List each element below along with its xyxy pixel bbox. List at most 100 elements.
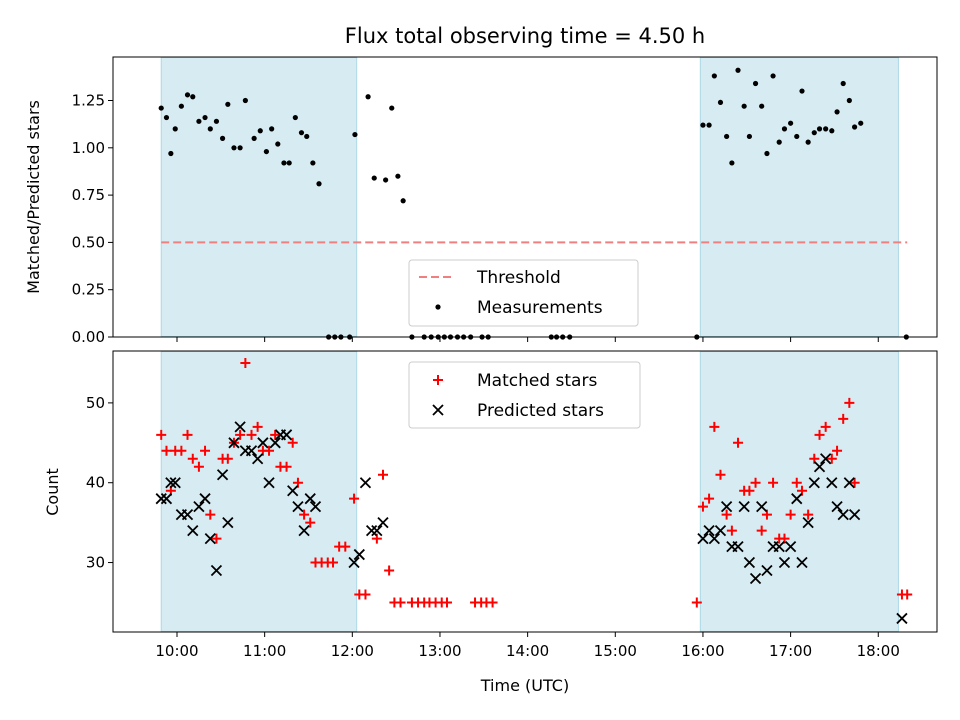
predicted-star-point [432, 404, 444, 416]
measurement-point [263, 148, 270, 155]
x-tick-label: 16:00 [681, 642, 724, 660]
x-tick-label: 14:00 [506, 642, 549, 660]
top-shaded-interval [699, 57, 899, 337]
measurement-point [310, 160, 316, 166]
matched-star-point [785, 509, 796, 520]
measurement-point [326, 334, 332, 340]
predicted-star-point [353, 548, 365, 561]
legend-matched-label: Matched stars [477, 371, 597, 391]
measurement-point [741, 103, 747, 109]
predicted-star-point [193, 501, 205, 513]
measurement-point [752, 80, 759, 87]
measurement-point [275, 141, 281, 147]
legend-threshold-label: Threshold [476, 268, 561, 288]
matched-star-point [211, 533, 222, 544]
measurement-point [219, 135, 226, 141]
measurement-point [184, 92, 191, 98]
measurement-point [281, 160, 287, 166]
predicted-star-point [181, 509, 194, 521]
predicted-star-point [784, 540, 797, 553]
predicted-star-point [703, 524, 715, 537]
x-tick-label: 13:00 [418, 642, 461, 660]
matched-star-point [902, 589, 913, 600]
measurement-point [395, 173, 401, 179]
matched-star-point [791, 477, 802, 488]
predicted-star-point [714, 524, 727, 537]
matched-star-point [721, 509, 732, 520]
x-tick-label: 12:00 [331, 642, 374, 660]
matched-star-point [328, 557, 339, 568]
top-y-tick-label: 1.00 [72, 139, 105, 157]
matched-star-point [709, 421, 720, 432]
predicted-star-point [234, 421, 246, 433]
measurement-point [805, 139, 811, 145]
measurement-point [196, 118, 202, 124]
legend-measurement-label: Measurements [477, 298, 603, 318]
x-tick-label: 11:00 [243, 642, 286, 660]
measurement-point [428, 334, 434, 340]
predicted-star-point [778, 556, 791, 569]
matched-star-point [844, 397, 855, 408]
top-y-axis-label: Matched/Predicted stars [24, 100, 43, 294]
measurement-point [468, 334, 474, 340]
predicted-star-point [228, 437, 240, 449]
predicted-star-point [377, 516, 389, 529]
predicted-star-point [365, 524, 378, 537]
x-tick-label: 15:00 [594, 642, 637, 660]
measurement-point [202, 114, 208, 121]
measurement-point [461, 334, 467, 340]
bottom-y-tick-label: 30 [86, 554, 105, 572]
measurement-point [717, 99, 724, 106]
matched-star-point [744, 485, 755, 496]
measurement-point [759, 103, 765, 109]
matched-star-point [814, 429, 825, 440]
matched-star-point [222, 453, 233, 464]
measurement-point [694, 334, 700, 340]
x-tick-label: 17:00 [769, 642, 812, 660]
matched-star-point [395, 597, 406, 608]
top-legend: Threshold Measurements [408, 259, 639, 327]
predicted-star-point [749, 572, 762, 585]
predicted-star-point [187, 524, 199, 537]
predicted-star-point [304, 493, 316, 505]
matched-star-point [433, 375, 443, 385]
predicted-star-point [252, 453, 264, 465]
measurement-point [251, 135, 257, 141]
measurement-point [435, 334, 441, 340]
measurement-point [567, 334, 573, 340]
predicted-star-point [348, 556, 360, 569]
predicted-star-point [813, 461, 826, 473]
predicted-star-point [808, 477, 820, 489]
matched-star-point [246, 429, 257, 440]
predicted-star-point [309, 501, 322, 513]
measurement-point [735, 67, 741, 73]
predicted-star-point [802, 516, 814, 529]
measurement-point [332, 334, 338, 340]
predicted-star-point [298, 524, 310, 537]
predicted-star-point [738, 501, 750, 513]
matched-star-point [768, 477, 779, 488]
matched-star-point [691, 597, 702, 608]
measurement-point [389, 105, 395, 111]
matched-star-point [161, 445, 172, 456]
measurement-point [400, 198, 406, 204]
predicted-star-point [155, 493, 167, 505]
measurement-point [257, 128, 263, 134]
top-y-tick-label: 0.25 [72, 281, 105, 299]
measurement-point [338, 334, 344, 340]
predicted-star-point [263, 477, 275, 489]
predicted-star-point [896, 612, 908, 625]
measurement-point [237, 145, 243, 151]
predicted-star-point [280, 429, 293, 441]
top-y-tick-label: 0.00 [72, 328, 105, 346]
measurement-point [834, 109, 840, 115]
measurement-point [454, 334, 461, 340]
measurement-point [729, 160, 735, 166]
measurement-point [383, 177, 389, 183]
predicted-star-point [826, 477, 838, 489]
measurement-point [858, 120, 864, 126]
matched-star-point [205, 509, 216, 520]
matched-star-point [697, 501, 708, 512]
measurement-point [213, 118, 220, 124]
